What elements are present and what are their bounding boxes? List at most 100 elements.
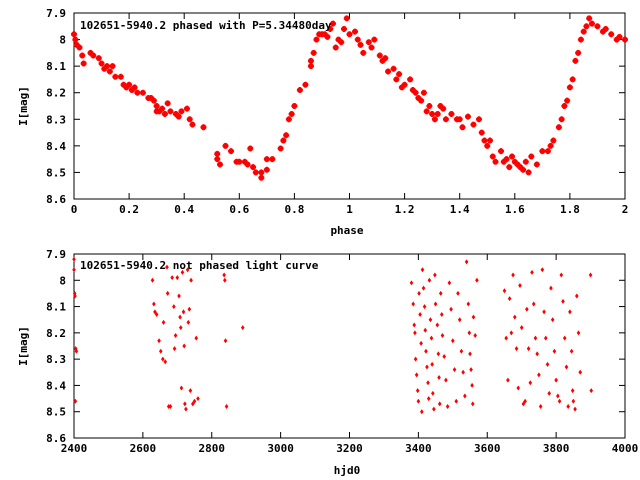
data-point	[148, 95, 155, 102]
data-point	[511, 272, 515, 278]
data-point	[525, 169, 532, 176]
data-point	[178, 314, 182, 320]
data-point	[531, 301, 536, 307]
data-point	[466, 301, 471, 307]
data-point	[200, 124, 207, 131]
data-point	[158, 348, 163, 354]
data-point	[459, 348, 464, 354]
data-point	[471, 314, 476, 320]
data-point	[558, 116, 565, 123]
data-point	[456, 290, 460, 296]
data-point	[523, 398, 527, 404]
data-point	[418, 97, 425, 104]
x-tick-label: 0.8	[284, 203, 304, 216]
data-point	[420, 267, 425, 273]
y-tick-label: 8.1	[46, 301, 66, 314]
data-point	[500, 158, 507, 165]
data-point	[449, 306, 453, 312]
x-tick-label: 1.4	[450, 203, 470, 216]
data-point	[382, 55, 389, 62]
data-point	[575, 49, 582, 56]
data-point	[437, 375, 441, 381]
data-point	[475, 116, 482, 123]
data-point	[192, 398, 197, 404]
data-point	[549, 285, 553, 291]
data-point	[552, 348, 557, 354]
data-point	[236, 158, 243, 165]
data-point	[90, 52, 97, 59]
data-point	[428, 317, 433, 323]
data-point	[379, 57, 386, 64]
data-point	[464, 259, 469, 265]
data-point	[172, 304, 176, 310]
data-point	[74, 348, 79, 354]
data-point	[263, 166, 270, 173]
data-point	[430, 361, 434, 367]
data-point	[468, 351, 472, 357]
data-point	[161, 319, 166, 325]
data-point	[425, 364, 429, 370]
data-point	[422, 304, 427, 310]
data-point	[371, 36, 378, 43]
data-point	[354, 36, 361, 43]
data-point	[535, 351, 539, 357]
data-point	[423, 327, 428, 333]
data-point	[277, 145, 284, 152]
data-point	[194, 335, 199, 341]
data-point	[522, 158, 529, 165]
data-point	[454, 398, 459, 404]
data-point	[613, 36, 620, 43]
data-point	[602, 25, 609, 32]
data-point	[461, 369, 465, 375]
data-point	[240, 325, 245, 331]
data-point	[442, 116, 449, 123]
data-point	[447, 280, 452, 286]
x-tick-label: 0	[71, 203, 78, 216]
data-point	[352, 28, 359, 35]
data-point	[415, 95, 422, 102]
y-tick-label: 8.5	[46, 166, 66, 179]
data-point	[516, 385, 521, 391]
data-point	[168, 403, 173, 409]
data-point	[514, 161, 521, 168]
data-point	[594, 23, 601, 30]
data-point	[550, 317, 555, 323]
x-tick-label: 4000	[612, 442, 639, 455]
data-point	[537, 372, 541, 378]
data-point	[72, 256, 76, 262]
data-point	[538, 403, 543, 409]
data-point	[153, 309, 157, 315]
data-point	[223, 338, 228, 344]
data-point	[71, 31, 77, 38]
data-point	[539, 148, 546, 155]
data-point	[153, 103, 160, 109]
data-point	[547, 142, 554, 149]
data-point	[513, 314, 517, 320]
data-point	[285, 116, 292, 123]
data-point	[131, 84, 138, 91]
data-point	[504, 335, 508, 341]
data-point	[437, 103, 444, 109]
x-tick-label: 0.2	[119, 203, 139, 216]
data-point	[163, 359, 168, 365]
data-point	[519, 325, 524, 331]
data-point	[426, 103, 433, 109]
data-point	[123, 84, 130, 91]
data-point	[470, 121, 477, 128]
x-tick-label: 2400	[61, 442, 88, 455]
data-point	[150, 97, 157, 104]
data-point	[569, 348, 574, 354]
data-point	[424, 348, 428, 354]
data-point	[545, 361, 550, 367]
data-point	[518, 283, 522, 289]
data-point	[376, 52, 383, 59]
data-point	[365, 39, 372, 46]
data-point	[542, 309, 546, 315]
data-point	[310, 49, 317, 56]
y-tick-label: 8.6	[46, 432, 66, 445]
data-point	[509, 330, 514, 336]
data-point	[412, 322, 417, 328]
data-point	[291, 103, 298, 109]
data-point	[492, 158, 499, 165]
